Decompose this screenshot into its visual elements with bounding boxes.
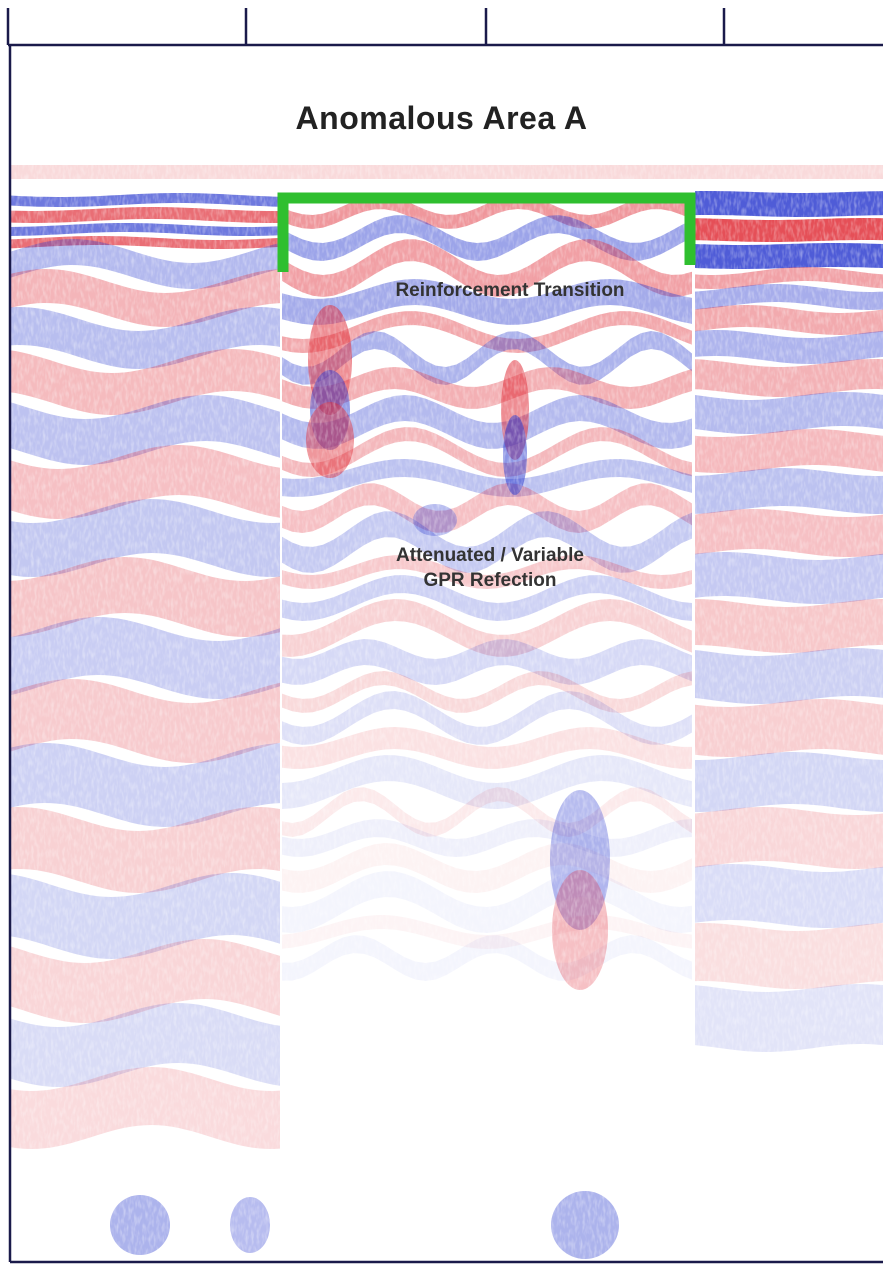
anomaly-bracket <box>277 192 696 272</box>
attenuated-reflection-label: Attenuated / Variable GPR Refection <box>290 543 690 593</box>
plot-frame <box>8 45 883 1264</box>
noise-overlay <box>10 160 883 1260</box>
attenuated-label-line-2: GPR Refection <box>423 570 557 591</box>
reinforcement-transition-label: Reinforcement Transition <box>395 280 625 301</box>
attenuated-label-line-1: Attenuated / Variable <box>396 545 584 566</box>
figure-title: Anomalous Area A <box>295 100 588 136</box>
top-axis <box>6 8 883 47</box>
